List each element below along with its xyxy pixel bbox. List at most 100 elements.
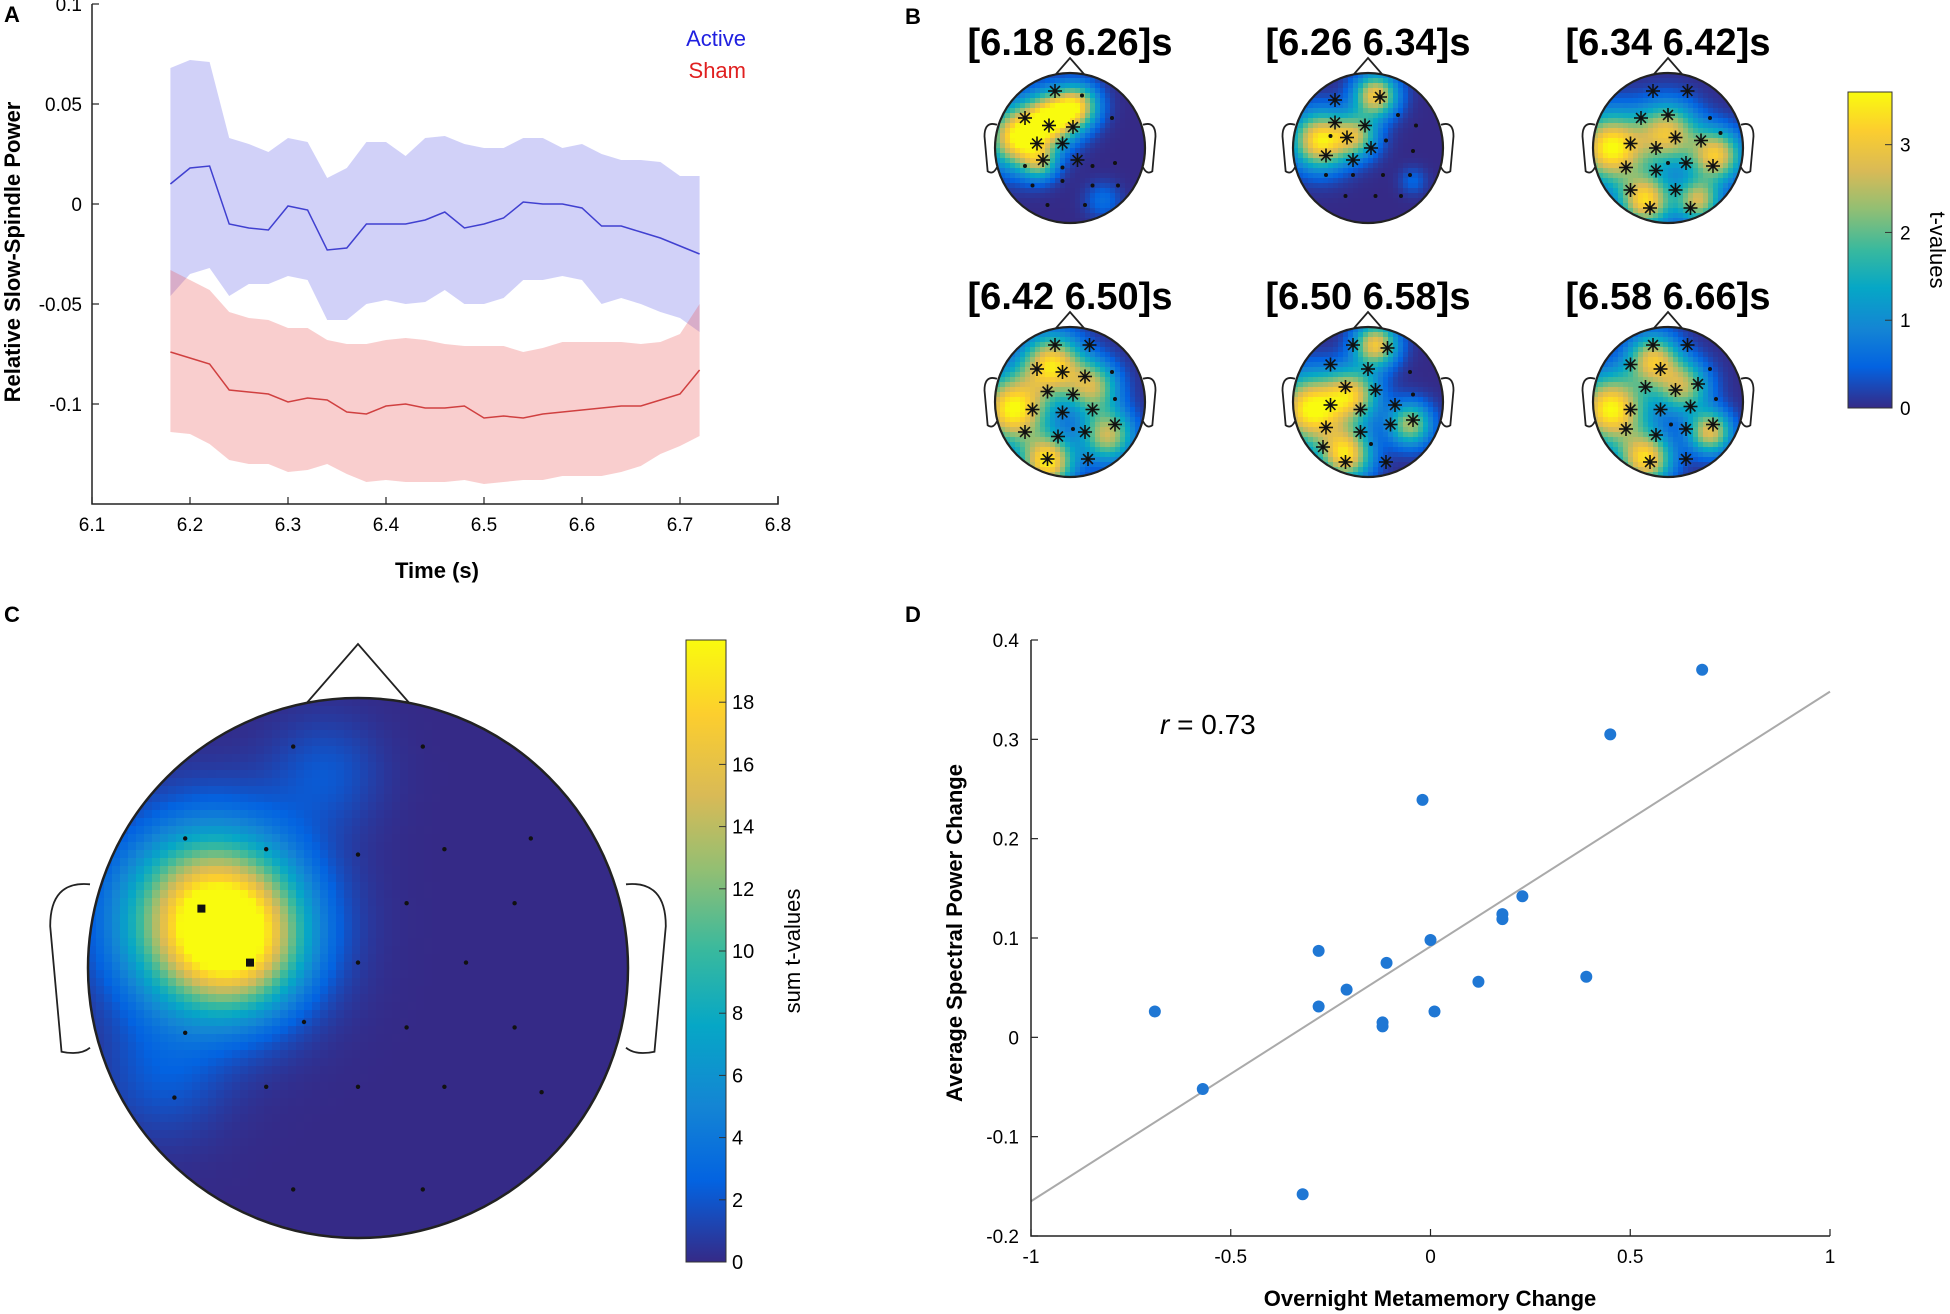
electrode-dot [1369,442,1373,446]
electrode-dot [1045,203,1050,207]
significant-electrode-star [1694,133,1708,148]
significant-electrode-star [1649,141,1663,155]
electrode-dot [1373,194,1378,198]
significant-electrode-marker [246,958,254,967]
significant-electrode-star [1066,387,1080,402]
colorbar-tick-label: 12 [732,879,754,901]
significant-electrode-star [1025,402,1040,417]
significant-electrode-star [1653,402,1668,417]
electrode-dot [264,1084,269,1090]
scatter-point [1428,1005,1441,1018]
correlation-annotation: r = 0.73 [1160,709,1256,740]
y-tick-label: -0.05 [39,295,82,316]
significant-electrode-star [1353,402,1368,417]
significant-electrode-star [1683,201,1698,215]
head-left-ear [1281,377,1296,428]
significant-electrode-star [1051,429,1065,444]
electrode-dot [1399,194,1403,198]
electrode-dot [1384,138,1388,143]
y-tick-label: -0.2 [986,1227,1019,1248]
x-tick-label: 6.4 [373,515,400,536]
y-tick-label: -0.1 [49,395,82,416]
electrode-dot [404,901,409,906]
significant-electrode-star [1030,362,1044,376]
electrode-dot [512,901,517,906]
head-left-ear [983,377,998,428]
colorbar-tick-label: 2 [732,1190,743,1212]
significant-electrode-star [1036,153,1050,167]
topoplot-2: [6.26 6.34]s [1266,22,1470,225]
series-line-active [169,165,700,255]
electrode-dot [528,836,533,841]
head-nose [1652,310,1684,330]
correlation-value: = 0.73 [1177,709,1256,740]
electrode-dot [420,744,425,749]
head-left-ear [1581,377,1596,428]
confidence-band-sham [170,270,700,484]
significant-electrode-star [1078,425,1092,439]
x-tick-label: 6.2 [177,515,203,536]
electrode-dot [1110,370,1114,374]
electrode-dot [1328,134,1333,138]
significant-electrode-star [1388,398,1402,412]
head-left-ear [1281,123,1296,174]
x-tick-label: 0 [1425,1247,1436,1268]
electrode-dot [1083,203,1087,207]
significant-electrode-star [1634,111,1648,125]
heatmap-field [995,73,1145,223]
electrode-dot [183,836,188,841]
significant-electrode-star [1383,417,1398,432]
y-tick-label: 0.4 [993,631,1020,652]
significant-electrode-star [1691,377,1705,391]
electrode-dot [355,852,361,857]
significant-electrode-star [1018,425,1032,439]
head-nose [1054,310,1086,330]
x-tick-label: 0.5 [1617,1247,1643,1268]
electrode-dot [1113,161,1117,165]
significant-electrode-star [1361,362,1375,376]
electrode-dot [1071,427,1075,431]
colorbar-tick-label: 1 [1900,311,1911,332]
scatter-point [1472,975,1485,988]
electrode-dot [172,1095,177,1100]
colorbar-tick-label: 6 [732,1065,743,1087]
head-right-ear [1440,377,1455,428]
significant-electrode-star [1358,118,1372,133]
electrode-dot [264,847,269,852]
significant-electrode-star [1646,84,1660,98]
significant-electrode-star [1066,120,1080,134]
significant-electrode-star [1048,84,1062,98]
significant-electrode-star [1030,136,1044,151]
colorbar-label: sum t-values [780,889,805,1014]
x-tick-label: 6.5 [471,515,497,536]
significant-electrode-star [1323,398,1338,412]
significant-electrode-star [1623,183,1638,197]
correlation-symbol: r [1160,709,1171,740]
colorbar-tick-label: 2 [1900,223,1911,244]
significant-electrode-star [1338,380,1353,394]
electrode-dot [1060,165,1065,170]
significant-electrode-star [1078,369,1092,384]
x-tick-label: 6.8 [765,515,791,536]
y-axis-label: Relative Slow-Spindle Power [0,101,25,402]
x-tick-label: 1 [1825,1247,1836,1268]
head-nose [1352,56,1384,76]
electrode-dot [1718,131,1723,135]
electrode-dot [183,1030,188,1036]
head-outline [86,696,630,1240]
electrode-dot [404,1025,409,1030]
scatter-point [1580,970,1593,983]
significant-electrode-star [1048,338,1062,352]
significant-electrode-star [1319,420,1333,435]
significant-electrode-star [1018,111,1032,125]
y-tick-label: 0.2 [993,830,1019,851]
significant-electrode-star [1379,455,1393,469]
significant-electrode-star [1338,455,1353,469]
significant-electrode-star [1364,141,1378,155]
scatter-point [1380,956,1393,969]
head-right-ear [1440,123,1455,174]
scatter-point [1416,793,1429,806]
scatter-point [1312,944,1325,957]
colorbar-label: t-values [1925,211,1950,288]
